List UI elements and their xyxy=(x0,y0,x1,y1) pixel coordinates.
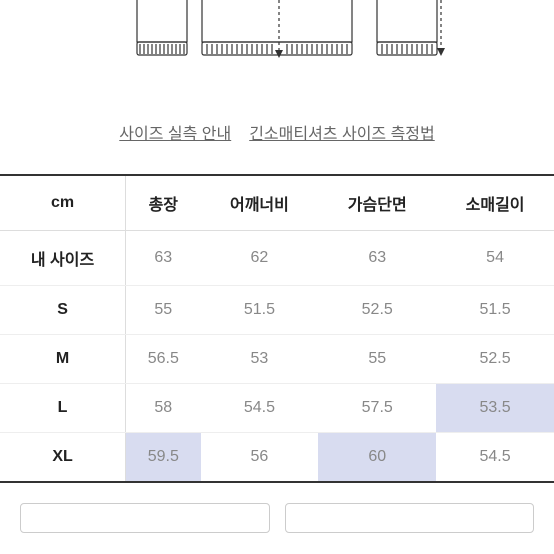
table-row: L5854.557.553.5 xyxy=(0,384,554,433)
size-cell: 52.5 xyxy=(436,335,554,384)
size-cell: 53 xyxy=(201,335,319,384)
size-table: cm 총장 어깨너비 가슴단면 소매길이 내 사이즈63626354S5551.… xyxy=(0,174,554,483)
size-cell: 56.5 xyxy=(126,335,201,384)
table-row: S5551.552.551.5 xyxy=(0,286,554,335)
col-header: 총장 xyxy=(126,175,201,231)
size-cell: 63 xyxy=(318,231,436,286)
size-cell: 59.5 xyxy=(126,433,201,483)
size-cell: 51.5 xyxy=(436,286,554,335)
left-button[interactable] xyxy=(20,503,270,533)
row-label: M xyxy=(0,335,126,384)
row-label: L xyxy=(0,384,126,433)
col-header: 어깨너비 xyxy=(201,175,319,231)
col-header: 가슴단면 xyxy=(318,175,436,231)
size-cell: 54.5 xyxy=(201,384,319,433)
table-header-row: cm 총장 어깨너비 가슴단면 소매길이 xyxy=(0,175,554,231)
guide-links: 사이즈 실측 안내 긴소매티셔츠 사이즈 측정법 xyxy=(0,120,554,144)
measurement-guide-link[interactable]: 사이즈 실측 안내 xyxy=(119,120,231,144)
table-row: M56.5535552.5 xyxy=(0,335,554,384)
size-cell: 51.5 xyxy=(201,286,319,335)
page-container: 사이즈 실측 안내 긴소매티셔츠 사이즈 측정법 cm 총장 어깨너비 가슴단면… xyxy=(0,0,554,533)
size-cell: 56 xyxy=(201,433,319,483)
garment-illustration xyxy=(0,0,554,80)
size-cell: 53.5 xyxy=(436,384,554,433)
col-header: 소매길이 xyxy=(436,175,554,231)
size-cell: 54.5 xyxy=(436,433,554,483)
unit-header: cm xyxy=(0,175,126,231)
size-cell: 58 xyxy=(126,384,201,433)
row-label: 내 사이즈 xyxy=(0,231,126,286)
right-button[interactable] xyxy=(285,503,535,533)
size-cell: 60 xyxy=(318,433,436,483)
size-cell: 63 xyxy=(126,231,201,286)
table-row: 내 사이즈63626354 xyxy=(0,231,554,286)
row-label: S xyxy=(0,286,126,335)
size-cell: 62 xyxy=(201,231,319,286)
size-cell: 54 xyxy=(436,231,554,286)
bottom-buttons xyxy=(0,483,554,533)
table-row: XL59.5566054.5 xyxy=(0,433,554,483)
size-cell: 52.5 xyxy=(318,286,436,335)
size-cell: 55 xyxy=(126,286,201,335)
measurement-method-link[interactable]: 긴소매티셔츠 사이즈 측정법 xyxy=(249,120,435,144)
size-cell: 57.5 xyxy=(318,384,436,433)
row-label: XL xyxy=(0,433,126,483)
size-cell: 55 xyxy=(318,335,436,384)
